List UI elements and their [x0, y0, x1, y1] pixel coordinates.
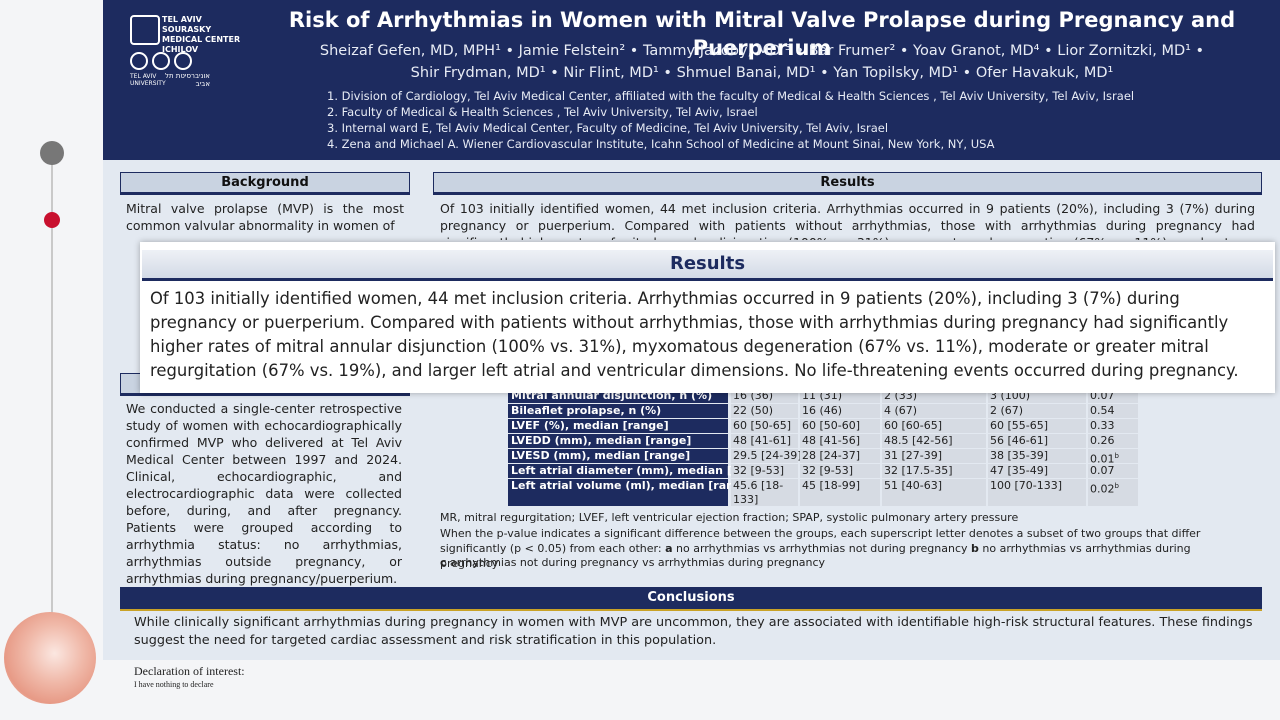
background-heading: Background: [120, 172, 410, 195]
declaration-text: I have nothing to declare: [134, 680, 214, 689]
poster-title: Risk of Arrhythmias in Women with Mitral…: [288, 8, 1236, 60]
table-cell: 47 [35-49]: [988, 464, 1086, 478]
table-cell: 16 (46): [800, 404, 880, 418]
timeline: [51, 150, 53, 620]
table-cell: 32 [9-53]: [800, 464, 880, 478]
table-cell: 32 [17.5-35]: [882, 464, 986, 478]
authors-line: Shir Frydman, MD¹ • Nir Flint, MD¹ • Shm…: [410, 65, 1114, 81]
table-abbreviations: MR, mitral regurgitation; LVEF, left ven…: [440, 511, 1019, 524]
zoom-overlay[interactable]: Results Of 103 initially identified wome…: [140, 242, 1275, 393]
authors-line: Sheizaf Gefen, MD, MPH¹ • Jamie Felstein…: [319, 43, 1205, 59]
conclusions-heading: Conclusions: [120, 587, 1262, 611]
methods-text: We conducted a single-center retrospecti…: [126, 401, 402, 586]
p-value-text: 0.02: [1090, 482, 1115, 496]
logo-university-icons: [130, 52, 198, 70]
table-cell: 51 [40-63]: [882, 479, 986, 506]
table-cell: 60 [50-65]: [731, 419, 798, 433]
table-cell: 56 [46-61]: [988, 434, 1086, 448]
legend-text: no arrhythmias vs arrhythmias not during…: [676, 542, 968, 555]
logo-hospital: TEL AVIV SOURASKY MEDICAL CENTER ICHILOV: [162, 15, 241, 54]
table-cell: 60 [50-60]: [800, 419, 880, 433]
table-cell: 22 (50): [731, 404, 798, 418]
row-label: Left atrial volume (ml), median [range]: [508, 479, 754, 506]
p-value-text: 0.54: [1090, 404, 1115, 417]
p-value: 0.33: [1088, 419, 1138, 433]
declaration-heading: Declaration of interest:: [134, 664, 245, 678]
table-cell: 32 [9-53]: [731, 464, 798, 478]
table-cell: 29.5 [24-39]: [731, 449, 802, 463]
affiliation: 2. Faculty of Medical & Health Sciences …: [327, 105, 758, 119]
logo-icon: [130, 15, 160, 45]
row-label: Left atrial diameter (mm), median [range…: [508, 464, 773, 478]
legend-text: arrhythmias not during pregnancy vs arrh…: [450, 556, 826, 569]
affiliation: 1. Division of Cardiology, Tel Aviv Medi…: [327, 89, 1135, 103]
table-cell: 48.5 [42-56]: [882, 434, 986, 448]
row-label: LVESD (mm), median [range]: [508, 449, 728, 463]
legend-letter: b: [971, 542, 979, 555]
p-value: 0.54: [1088, 404, 1138, 418]
overlay-text: Of 103 initially identified women, 44 me…: [150, 289, 1239, 380]
table-cell: 45 [18-99]: [800, 479, 880, 506]
decorative-image: [4, 612, 96, 704]
p-value-superscript: b: [1114, 482, 1119, 490]
table-cell: 38 [35-39]: [988, 449, 1086, 463]
p-value: 0.02b: [1088, 479, 1138, 506]
p-value-superscript: b: [1114, 452, 1119, 460]
table-cell: 31 [27-39]: [882, 449, 986, 463]
background-text: Mitral valve prolapse (MVP) is the most …: [126, 201, 404, 233]
note-text: When the p-value indicates a significant…: [440, 527, 1201, 555]
results-heading: Results: [433, 172, 1262, 195]
results-text: Of 103 initially identified women, 44 me…: [440, 201, 1255, 240]
legend-letter: a: [665, 542, 673, 555]
overlay-heading: Results: [142, 250, 1273, 281]
p-value-text: 0.07: [1090, 464, 1115, 477]
affiliations: 1. Division of Cardiology, Tel Aviv Medi…: [327, 88, 1277, 152]
poster-header: [103, 0, 1280, 160]
logo-university-hebrew: אוניברסיטת תל אביב: [164, 72, 210, 88]
row-label: Bileaflet prolapse, n (%): [508, 404, 728, 418]
legend-text: no arrhythmias vs arrhythmias during pre…: [440, 542, 1191, 570]
authors: Sheizaf Gefen, MD, MPH¹ • Jamie Felstein…: [262, 40, 1262, 84]
p-value-text: 0.01: [1090, 452, 1115, 466]
table-legend: c arrhythmias not during pregnancy vs ar…: [440, 556, 825, 569]
timeline-dot[interactable]: [40, 141, 64, 165]
table-cell: 45.6 [18-133]: [731, 479, 798, 506]
table-cell: 2 (67): [988, 404, 1086, 418]
row-label: LVEF (%), median [range]: [508, 419, 728, 433]
legend-letter: c: [440, 556, 447, 569]
timeline-dot-active[interactable]: [44, 212, 60, 228]
p-value-text: 0.33: [1090, 419, 1115, 432]
table-cell: 48 [41-61]: [731, 434, 798, 448]
p-value: 0.07: [1088, 464, 1138, 478]
conclusions-text: While clinically significant arrhythmias…: [134, 615, 1253, 648]
row-label: LVEDD (mm), median [range]: [508, 434, 728, 448]
table-cell: 100 [70-133]: [988, 479, 1086, 506]
logo-university: TEL AVIV UNIVERSITY: [130, 73, 166, 87]
p-value-text: 0.26: [1090, 434, 1115, 447]
table-cell: 48 [41-56]: [800, 434, 880, 448]
table-cell: 28 [24-37]: [800, 449, 880, 463]
p-value: 0.01b: [1088, 449, 1138, 466]
affiliation: 3. Internal ward E, Tel Aviv Medical Cen…: [327, 121, 889, 135]
table-cell: 60 [60-65]: [882, 419, 986, 433]
p-value: 0.26: [1088, 434, 1138, 448]
table-cell: 4 (67): [882, 404, 986, 418]
table-cell: 60 [55-65]: [988, 419, 1086, 433]
affiliation: 4. Zena and Michael A. Wiener Cardiovasc…: [327, 137, 995, 151]
table-note: When the p-value indicates a significant…: [440, 526, 1250, 571]
